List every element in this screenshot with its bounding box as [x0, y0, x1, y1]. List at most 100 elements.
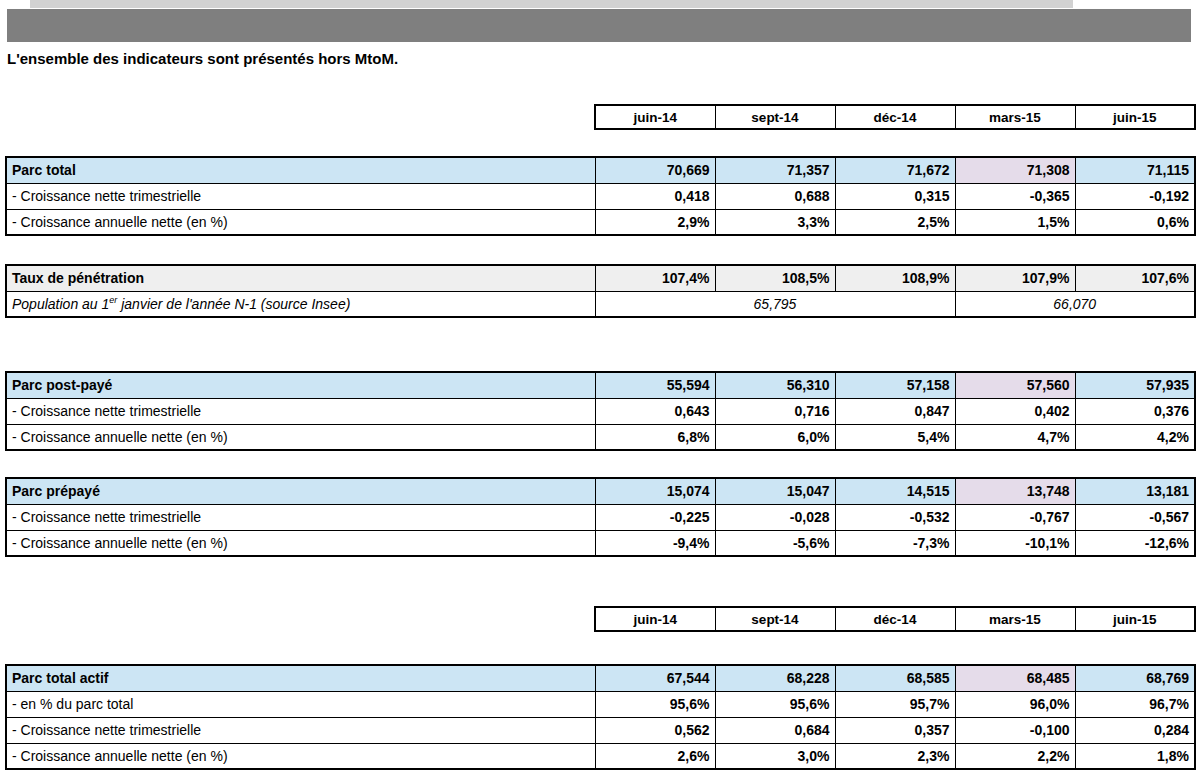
value-cell: 1,8%: [1075, 743, 1195, 769]
value-cell: 2,5%: [835, 209, 955, 235]
value-cell: -0,225: [595, 504, 715, 530]
value-cell: 0,6%: [1075, 209, 1195, 235]
period-cell: juin-15: [1075, 105, 1195, 129]
metric-row: - Croissance nette trimestrielle 0,418 0…: [6, 183, 1195, 209]
population-row: Population au 1er janvier de l'année N-1…: [6, 291, 1195, 317]
value-cell: 1,5%: [955, 209, 1075, 235]
metric-label: - Croissance nette trimestrielle: [6, 504, 595, 530]
metric-label: - en % du parc total: [6, 691, 595, 717]
population-value-2015: 66,070: [955, 291, 1195, 317]
metric-label: - Croissance nette trimestrielle: [6, 183, 595, 209]
population-value-2014: 65,795: [595, 291, 955, 317]
table-parc-post-paye: Parc post-payé 55,594 56,310 57,158 57,5…: [5, 371, 1196, 451]
value-cell: 95,6%: [715, 691, 835, 717]
value-cell: 71,115: [1075, 157, 1195, 183]
value-cell: 0,315: [835, 183, 955, 209]
value-cell: 107,9%: [955, 265, 1075, 291]
report-page: I - TABLEAU DE BORD NATIONAL - Décomposi…: [0, 0, 1200, 783]
value-cell: -0,028: [715, 504, 835, 530]
value-cell: 56,310: [715, 372, 835, 398]
metric-label: - Croissance annuelle nette (en %): [6, 424, 595, 450]
population-label-rest: janvier de l'année N-1 (source Insee): [117, 296, 350, 312]
section-row: Parc post-payé 55,594 56,310 57,158 57,5…: [6, 372, 1195, 398]
value-cell: 0,376: [1075, 398, 1195, 424]
table-parc-total: Parc total 70,669 71,357 71,672 71,308 7…: [5, 156, 1196, 236]
value-cell: 0,402: [955, 398, 1075, 424]
value-cell: 70,669: [595, 157, 715, 183]
value-cell: 67,544: [595, 665, 715, 691]
value-cell: 108,5%: [715, 265, 835, 291]
page-subtitle: L'ensemble des indicateurs sont présenté…: [7, 50, 398, 67]
period-header-top: juin-14 sept-14 déc-14 mars-15 juin-15: [594, 104, 1196, 130]
value-cell: 0,357: [835, 717, 955, 743]
population-label-main: Population au 1: [12, 296, 109, 312]
period-header-row: juin-14 sept-14 déc-14 mars-15 juin-15: [595, 607, 1195, 631]
value-cell: 15,074: [595, 478, 715, 504]
table-parc-total-actif: Parc total actif 67,544 68,228 68,585 68…: [5, 664, 1196, 770]
value-cell: -0,567: [1075, 504, 1195, 530]
period-cell: mars-15: [955, 607, 1075, 631]
value-cell: 0,684: [715, 717, 835, 743]
value-cell: 95,6%: [595, 691, 715, 717]
value-cell: 0,284: [1075, 717, 1195, 743]
metric-label: - Croissance annuelle nette (en %): [6, 209, 595, 235]
metric-label: - Croissance nette trimestrielle: [6, 398, 595, 424]
value-cell-highlighted: 68,485: [955, 665, 1075, 691]
value-cell: 3,0%: [715, 743, 835, 769]
value-cell: -0,192: [1075, 183, 1195, 209]
metric-row: - Croissance annuelle nette (en %) 2,9% …: [6, 209, 1195, 235]
value-cell: -7,3%: [835, 530, 955, 556]
metric-label: - Croissance annuelle nette (en %): [6, 743, 595, 769]
value-cell: 6,8%: [595, 424, 715, 450]
value-cell: 3,3%: [715, 209, 835, 235]
value-cell: 2,3%: [835, 743, 955, 769]
metric-row: - en % du parc total 95,6% 95,6% 95,7% 9…: [6, 691, 1195, 717]
value-cell: 57,158: [835, 372, 955, 398]
value-cell: 13,181: [1075, 478, 1195, 504]
value-cell-highlighted: 57,560: [955, 372, 1075, 398]
page-title-bar: I - TABLEAU DE BORD NATIONAL - Décomposi…: [7, 9, 1191, 42]
value-cell: -9,4%: [595, 530, 715, 556]
value-cell: 71,357: [715, 157, 835, 183]
metric-row: - Croissance annuelle nette (en %) 2,6% …: [6, 743, 1195, 769]
period-cell: déc-14: [835, 607, 955, 631]
value-cell: -10,1%: [955, 530, 1075, 556]
value-cell: 4,2%: [1075, 424, 1195, 450]
value-cell: -0,100: [955, 717, 1075, 743]
value-cell: -0,532: [835, 504, 955, 530]
value-cell: 15,047: [715, 478, 835, 504]
value-cell: 0,562: [595, 717, 715, 743]
table-taux-penetration: Taux de pénétration 107,4% 108,5% 108,9%…: [5, 264, 1196, 318]
period-cell: mars-15: [955, 105, 1075, 129]
section-label: Parc total actif: [6, 665, 595, 691]
value-cell: 95,7%: [835, 691, 955, 717]
value-cell: 108,9%: [835, 265, 955, 291]
metric-row: - Croissance nette trimestrielle 0,643 0…: [6, 398, 1195, 424]
value-cell: 68,585: [835, 665, 955, 691]
metric-row: - Croissance nette trimestrielle 0,562 0…: [6, 717, 1195, 743]
metric-label: - Croissance annuelle nette (en %): [6, 530, 595, 556]
metric-label: - Croissance nette trimestrielle: [6, 717, 595, 743]
value-cell: 96,0%: [955, 691, 1075, 717]
value-cell: 96,7%: [1075, 691, 1195, 717]
value-cell: 68,769: [1075, 665, 1195, 691]
top-strip: [30, 0, 1073, 8]
value-cell: 4,7%: [955, 424, 1075, 450]
value-cell-highlighted: 13,748: [955, 478, 1075, 504]
value-cell: 14,515: [835, 478, 955, 504]
section-row: Parc total 70,669 71,357 71,672 71,308 7…: [6, 157, 1195, 183]
table-parc-prepaye: Parc prépayé 15,074 15,047 14,515 13,748…: [5, 477, 1196, 557]
section-label: Parc post-payé: [6, 372, 595, 398]
metric-row: - Croissance annuelle nette (en %) 6,8% …: [6, 424, 1195, 450]
value-cell: 2,6%: [595, 743, 715, 769]
value-cell: 6,0%: [715, 424, 835, 450]
value-cell-highlighted: 71,308: [955, 157, 1075, 183]
value-cell: 55,594: [595, 372, 715, 398]
value-cell: 68,228: [715, 665, 835, 691]
value-cell: 0,847: [835, 398, 955, 424]
value-cell: 2,2%: [955, 743, 1075, 769]
section-label: Parc prépayé: [6, 478, 595, 504]
value-cell: 107,6%: [1075, 265, 1195, 291]
value-cell: -0,767: [955, 504, 1075, 530]
section-label: Parc total: [6, 157, 595, 183]
